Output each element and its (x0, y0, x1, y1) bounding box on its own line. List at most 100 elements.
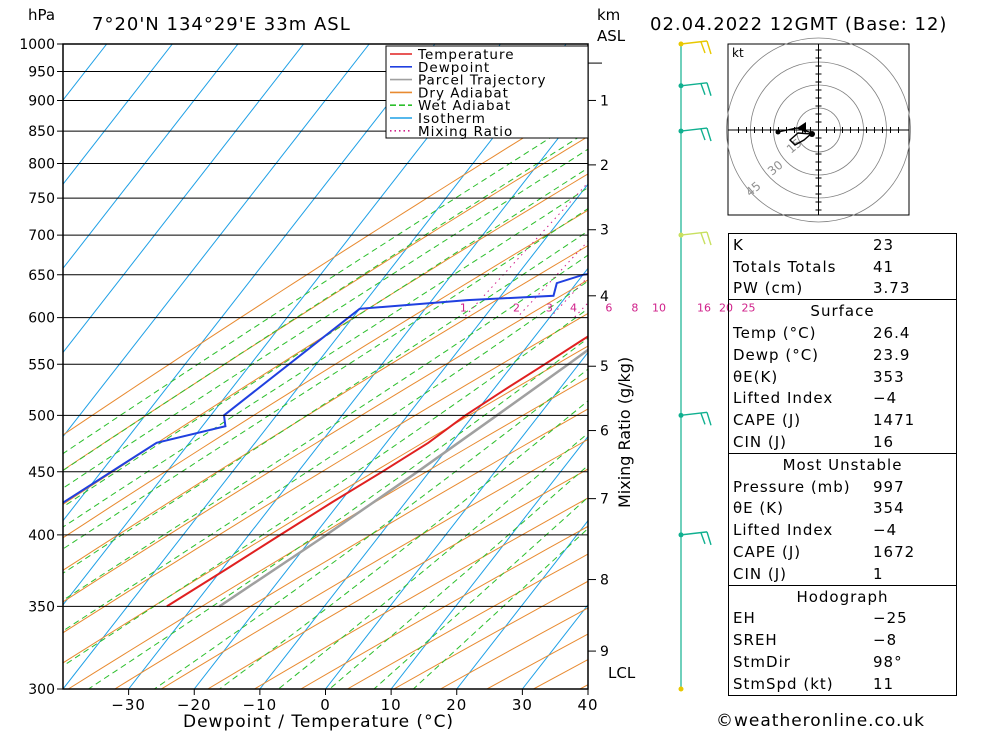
series-parcel-trajectory (218, 348, 588, 608)
isotherm-line (456, 519, 588, 689)
stat-value: 41 (873, 257, 895, 276)
stat-label: θE (K) (733, 499, 784, 518)
stat-row: Dewp (°C) 23.9 (729, 344, 956, 366)
stat-value: 1 (873, 564, 884, 583)
wind-barb-flag (706, 82, 712, 96)
mixing-ratio-label: 2 (513, 302, 520, 315)
mixing-ratio-axis-title: Mixing Ratio (g/kg) (615, 357, 634, 508)
mixing-ratio-label: 20 (719, 302, 733, 315)
section-title: Surface (810, 302, 875, 321)
stat-label: CAPE (J) (733, 543, 802, 562)
mixing-ratio-label: 16 (697, 302, 711, 315)
stat-label: SREH (733, 631, 778, 650)
stat-value: 26.4 (873, 324, 911, 343)
km-tick-label: 4 (600, 289, 609, 305)
wind-barb-shaft (680, 411, 708, 417)
pressure-tick-label: 800 (28, 157, 55, 173)
stat-value: 23.9 (873, 345, 911, 364)
x-tick-label: −10 (243, 696, 278, 714)
stat-row: CIN (J) 16 (729, 431, 956, 453)
x-tick-label: 40 (577, 696, 598, 714)
hodograph-section: Hodograph EH −25 SREH −8 StmDir 98° StmSpd (kt… (729, 584, 956, 695)
series-temperature (166, 335, 588, 608)
stat-value: 3.73 (873, 279, 911, 298)
most-unstable-section: Most Unstable Pressure (mb) 997 θE (K) 354 L… (729, 452, 956, 585)
pressure-tick-label: 350 (28, 599, 55, 615)
wind-barb-flag (700, 128, 706, 141)
pressure-tick-label: 1000 (19, 37, 55, 53)
stat-row: EH −25 (729, 608, 956, 630)
legend-entry: Temperature (417, 47, 515, 63)
isotherm-line (63, 44, 567, 689)
location-title: 7°20'N 134°29'E 33m ASL (92, 14, 351, 35)
mixing-ratio-label: 10 (652, 302, 666, 315)
legend-entry: Wet Adiabat (418, 98, 511, 114)
stat-row: Temp (°C) 26.4 (729, 322, 956, 344)
legend-entry: Dewpoint (418, 60, 490, 76)
stat-value: 16 (873, 433, 895, 452)
dry-adiabat-line (63, 345, 588, 664)
stat-value: 1471 (873, 411, 916, 430)
stat-value: 23 (873, 235, 895, 254)
dry-adiabat-line (207, 468, 588, 689)
stat-label: Dewp (°C) (733, 345, 820, 364)
stat-label: StmSpd (kt) (733, 674, 834, 693)
stat-label: K (733, 235, 744, 254)
wet-adiabat-line (63, 148, 588, 489)
pressure-tick-label: 500 (28, 408, 55, 424)
stat-row: Totals Totals 41 (729, 256, 956, 278)
pressure-tick-label: 750 (28, 191, 55, 207)
stat-value: 1672 (873, 543, 916, 562)
stat-row: SREH −8 (729, 629, 956, 651)
stat-label: CIN (J) (733, 433, 788, 452)
hodograph-point (809, 131, 815, 137)
stat-value: 354 (873, 499, 905, 518)
isotherm-line (63, 44, 239, 270)
wet-adiabat-line (154, 368, 588, 689)
wind-barb-flag (700, 83, 706, 96)
isotherm-line (193, 183, 588, 689)
isotherm-line (325, 351, 588, 689)
datetime-title: 02.04.2022 12GMT (Base: 12) (650, 14, 947, 35)
wet-adiabat-line (63, 207, 588, 550)
km-asl-label: ASL (597, 27, 626, 45)
wind-barb-shaft (680, 531, 708, 536)
section-title: Hodograph (796, 587, 889, 606)
isotherm-line (63, 44, 436, 522)
pressure-tick-label: 850 (28, 124, 55, 140)
pressure-tick-label: 450 (28, 465, 55, 481)
stat-value: −4 (873, 389, 898, 408)
legend-box (385, 45, 589, 139)
dry-adiabat-line (63, 173, 588, 506)
dry-adiabat-line (63, 97, 588, 436)
isotherm-line (259, 267, 588, 689)
wind-barb-flag (700, 232, 706, 245)
x-tick-label: −30 (111, 696, 146, 714)
x-axis-title: Dewpoint / Temperature (°C) (183, 712, 454, 732)
wet-adiabat-line (63, 308, 588, 667)
km-unit-label: km (597, 6, 620, 24)
stat-label: Lifted Index (733, 389, 834, 408)
km-tick-label: 7 (600, 492, 609, 508)
mixing-ratio-label: 4 (570, 302, 577, 315)
km-tick-label: 8 (600, 573, 609, 589)
stat-label: CIN (J) (733, 564, 788, 583)
copyright-footer: ©weatheronline.co.uk (716, 711, 926, 731)
wind-barb-flag (706, 531, 712, 546)
x-tick-label: −20 (177, 696, 212, 714)
stat-label: CAPE (J) (733, 411, 802, 430)
stat-row: CAPE (J) 1471 (729, 409, 956, 431)
section-title: Most Unstable (782, 455, 903, 474)
wind-barb-column (678, 40, 712, 692)
stat-row: θE(K) 353 (729, 366, 956, 388)
wind-barb-shaft (680, 82, 708, 87)
stat-row: K 23 (729, 234, 956, 256)
wind-barb-flag (706, 40, 712, 55)
surface-section: Surface Temp (°C) 26.4 Dewp (°C) 23.9 θE(K) 3… (729, 299, 956, 453)
stat-label: Lifted Index (733, 521, 834, 540)
stat-value: −4 (873, 521, 898, 540)
stability-indices-table: K 23 Totals Totals 41 PW (cm) 3.73 Surface Te… (728, 233, 957, 696)
wind-barb-shaft (680, 231, 708, 236)
